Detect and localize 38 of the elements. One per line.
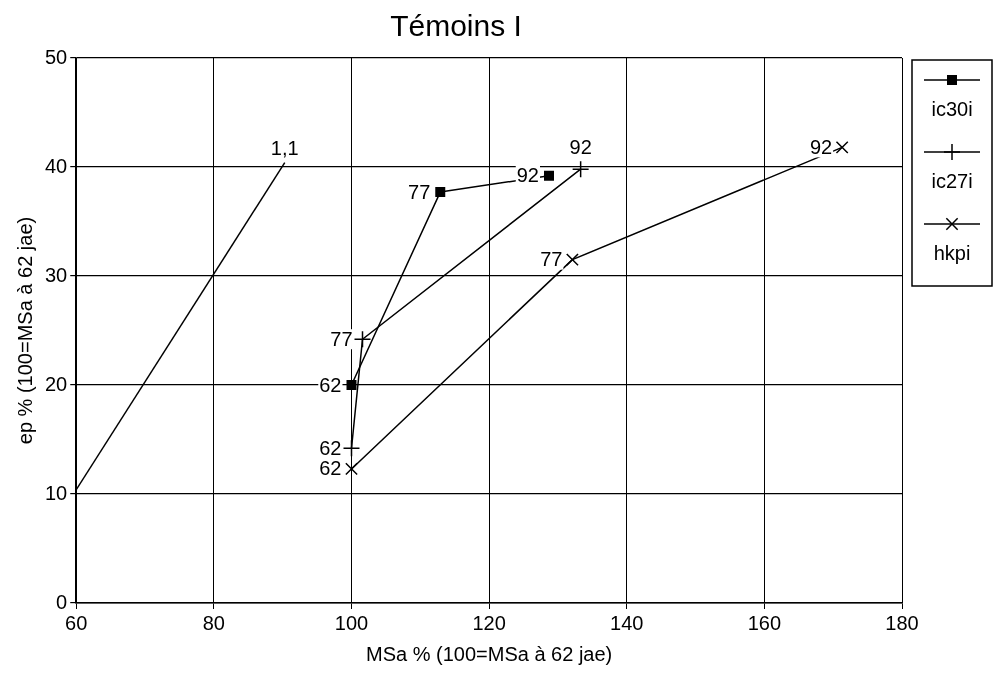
point: [342, 439, 361, 457]
point: [345, 462, 358, 476]
annotation: 62: [319, 436, 342, 459]
point: [346, 380, 357, 390]
annotation: 77: [540, 248, 563, 271]
x-tick-label: 60: [65, 611, 88, 634]
point: [571, 160, 590, 178]
legend-label: ic30i: [931, 97, 973, 120]
legend-label: hkpi: [933, 241, 971, 264]
x-tick-label: 160: [747, 611, 782, 634]
chart-title: Témoins I: [390, 9, 522, 43]
annotation: 92: [516, 164, 539, 187]
x-tick-label: 180: [885, 611, 919, 634]
point: [544, 170, 554, 181]
annotation: 92: [569, 135, 592, 158]
y-tick-label: 50: [45, 45, 68, 68]
point: [353, 330, 372, 348]
annotation: 62: [319, 457, 342, 480]
y-tick-label: 0: [56, 590, 68, 613]
y-axis-title: ep % (100=MSa à 62 jae): [13, 216, 36, 445]
annotation: 1,1: [270, 137, 299, 160]
x-axis-title: MSa % (100=MSa à 62 jae): [366, 642, 613, 665]
y-tick-label: 20: [45, 372, 68, 395]
x-tick-label: 80: [202, 611, 225, 634]
legend-label: ic27i: [931, 169, 973, 192]
y-tick-label: 30: [45, 263, 68, 286]
annotation: 77: [330, 327, 353, 350]
x-tick-label: 140: [610, 611, 644, 634]
point: [565, 253, 579, 267]
annotation: 92: [809, 135, 833, 158]
annotation: 77: [408, 180, 431, 203]
y-tick-label: 10: [45, 481, 68, 504]
point: [835, 140, 849, 154]
y-tick-label: 40: [45, 154, 68, 177]
point: [435, 187, 446, 198]
x-tick-label: 100: [334, 611, 369, 634]
annotation: 62: [319, 373, 342, 396]
x-tick-label: 120: [472, 611, 506, 634]
